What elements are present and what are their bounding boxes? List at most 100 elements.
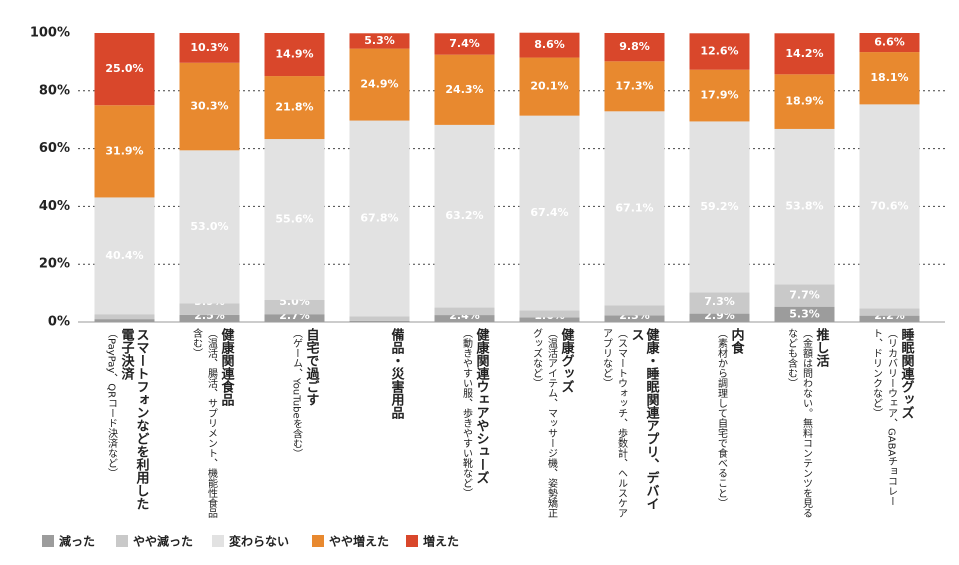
data-label: 8.6% — [534, 38, 565, 51]
bar-segment — [774, 128, 835, 285]
data-label: 70.6% — [870, 199, 908, 212]
x-tick-label: 健康・睡眠関連アプリ、デバイス （スマートウォッチ、歩数計、ヘルスケアアプリなど） — [599, 328, 659, 518]
legend-label: やや減った — [133, 534, 193, 549]
y-tick-label: 100% — [30, 26, 70, 41]
bar-segment — [689, 313, 750, 322]
bar-segment — [349, 33, 410, 49]
data-label: 14.2% — [785, 47, 823, 60]
bar-segment — [774, 306, 835, 322]
data-label: 9.8% — [619, 40, 650, 53]
legend-label: 減った — [59, 534, 95, 549]
legend-swatch — [212, 535, 224, 547]
x-tick-label: 健康関連ウェアやシューズ （動きやすい服、歩きやすい靴など） — [459, 328, 489, 518]
data-label: 59.2% — [700, 200, 738, 213]
legend-label: 増えた — [423, 534, 459, 549]
category-note: （金額は問わない。無料コンテンツを見るなども含む） — [785, 328, 812, 518]
data-label: 53.8% — [785, 200, 823, 213]
bar-segment — [179, 62, 240, 151]
data-label: 5.3% — [789, 307, 820, 320]
bar-segment — [434, 54, 495, 125]
bar-segment — [689, 69, 750, 122]
y-tick-label: 40% — [39, 199, 70, 214]
category-name: 推し活 — [813, 328, 829, 367]
category-note: （素材から調理して自宅で食べること） — [715, 328, 727, 508]
bar-segment — [859, 52, 920, 105]
category-name: 睡眠関連グッズ — [898, 328, 914, 419]
bar-segment — [859, 315, 920, 322]
data-label: 67.8% — [360, 212, 398, 225]
x-tick-label: 備品・災害用品 — [389, 328, 404, 518]
bar-segment — [349, 120, 410, 317]
category-name: 健康・睡眠関連アプリ、デバイス — [628, 328, 659, 510]
category-note: （リカバリーウェア、GABAチョコレート、ドリンクなど） — [870, 328, 897, 507]
bar-segment — [519, 115, 580, 311]
bar-segment — [434, 33, 495, 55]
bar-segment — [94, 197, 155, 315]
y-tick-label: 20% — [39, 257, 70, 272]
data-label: 40.4% — [105, 249, 143, 262]
category-name: 健康グッズ — [558, 328, 574, 393]
data-label: 30.3% — [190, 100, 228, 113]
bar-segment — [264, 299, 325, 315]
data-label: 7.4% — [449, 37, 480, 50]
bar-segment — [179, 33, 240, 63]
bar-segment — [94, 319, 155, 322]
bar-segment — [179, 314, 240, 322]
data-label: 55.6% — [275, 212, 313, 225]
data-label: 25.0% — [105, 62, 143, 75]
category-note: （ゲーム、YouTubeを含む） — [290, 328, 302, 459]
bar-segment — [689, 292, 750, 314]
y-tick-label: 60% — [39, 141, 70, 156]
bar-segment — [349, 320, 410, 322]
x-tick-label: 自宅で過ごす （ゲーム、YouTubeを含む） — [289, 328, 319, 518]
category-name: 健康関連食品 — [218, 328, 234, 406]
x-tick-label: 睡眠関連グッズ （リカバリーウェア、GABAチョコレート、ドリンクなど） — [869, 328, 914, 518]
category-name: スマートフォンなどを利用した電子決済 — [118, 328, 149, 510]
data-label: 7.3% — [704, 295, 735, 308]
bar-segment — [774, 74, 835, 129]
data-label: 21.8% — [275, 101, 313, 114]
bar-segment — [179, 303, 240, 315]
data-label: 24.3% — [445, 83, 483, 96]
bar-segment — [689, 121, 750, 293]
x-tick-label: 推し活 （金額は問わない。無料コンテンツを見るなども含む） — [784, 328, 829, 518]
data-label: 14.9% — [275, 48, 313, 61]
x-tick-label: スマートフォンなどを利用した電子決済 （PayPay、QRコード決済など） — [104, 328, 149, 518]
data-label: 18.9% — [785, 95, 823, 108]
bar-segment — [179, 150, 240, 304]
data-label: 67.4% — [530, 206, 568, 219]
category-name: 健康関連ウェアやシューズ — [473, 328, 489, 484]
bar-segment — [434, 307, 495, 316]
bar-segment — [604, 111, 665, 306]
data-label: 63.2% — [445, 209, 483, 222]
bar-segment — [264, 139, 325, 300]
category-note: （温活、腸活、サプリメント、機能性食品含む） — [190, 328, 217, 518]
data-label: 24.9% — [360, 78, 398, 91]
bar-segment — [94, 314, 155, 320]
bar-segment — [94, 33, 155, 106]
bar-segment — [519, 57, 580, 116]
bar-segment — [94, 105, 155, 198]
data-label: 18.1% — [870, 71, 908, 84]
data-label: 67.1% — [615, 201, 653, 214]
legend-swatch — [42, 535, 54, 547]
data-label: 17.3% — [615, 79, 653, 92]
category-name: 自宅で過ごす — [303, 328, 319, 406]
legend-swatch — [116, 535, 128, 547]
bar-segment — [859, 33, 920, 53]
data-label: 53.0% — [190, 220, 228, 233]
x-tick-label: 健康関連食品 （温活、腸活、サプリメント、機能性食品含む） — [189, 328, 234, 518]
bar-segment — [519, 317, 580, 322]
category-note: （動きやすい服、歩きやすい靴など） — [460, 328, 472, 498]
bar-segment — [604, 33, 665, 62]
bar-segment — [264, 314, 325, 322]
bar-segment — [774, 33, 835, 75]
category-name: 内食 — [728, 328, 744, 354]
x-tick-label: 内食 （素材から調理して自宅で食べること） — [714, 328, 744, 518]
bar-segment — [689, 33, 750, 70]
data-label: 7.7% — [789, 289, 820, 302]
data-label: 31.9% — [105, 144, 143, 157]
category-note: （PayPay、QRコード決済など） — [105, 328, 117, 479]
